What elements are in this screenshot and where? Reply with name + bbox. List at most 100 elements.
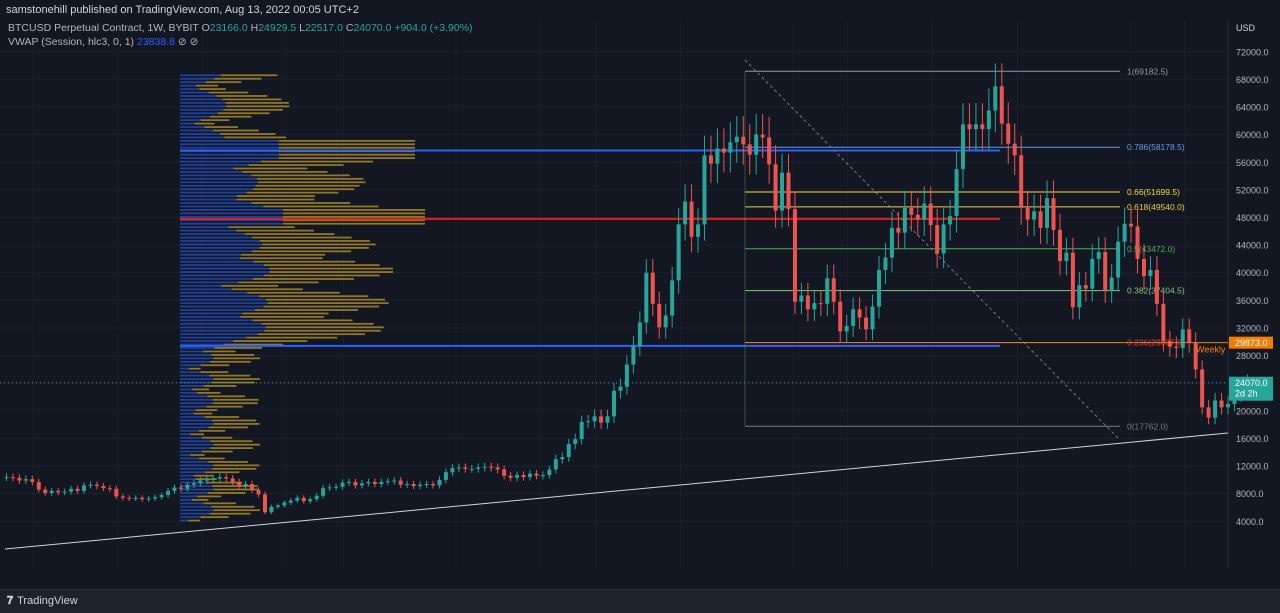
volume-profile-bar [180,498,192,501]
volume-profile-bar [180,509,214,512]
volume-profile-bar [191,498,209,501]
candle-body [1045,198,1050,228]
candle-body [1096,252,1101,259]
volume-profile-bar [257,177,364,180]
volume-profile-bar [180,385,204,387]
candle-body [573,439,578,444]
volume-profile-bar [180,302,268,305]
volume-profile-bar [180,236,253,239]
volume-profile-bar [251,202,351,204]
candle-body [708,155,713,164]
candle-body [1057,229,1062,262]
candle-body [1187,329,1192,343]
volume-profile-bar [228,226,295,229]
candle-body [1174,346,1179,348]
volume-profile-bar [180,391,198,394]
volume-profile-bar [180,177,258,180]
candle-body [69,488,74,492]
volume-profile-bar [223,108,283,111]
volume-profile-bar [263,305,380,308]
candle-body [482,466,487,468]
last-price-tag-text: 24070.0 [1235,378,1268,388]
volume-profile-bar [180,478,196,481]
candle-body [1070,252,1075,308]
candle-body [1116,241,1121,278]
candle-body [799,295,804,302]
volume-profile-bar [211,353,255,356]
volume-profile-bar [180,295,260,298]
volume-profile-bar [180,426,209,429]
volume-profile-bar [180,371,201,374]
volume-profile-bar [192,388,209,391]
candle-body [870,306,875,330]
volume-profile-bar [262,243,376,246]
volume-profile-bar [209,360,251,363]
volume-profile-bar [180,160,262,163]
volume-profile-bar [180,405,207,408]
candle-body [1161,303,1166,342]
volume-profile-bar [200,119,230,122]
tradingview-logo[interactable]: 𝟕 TradingView [7,595,78,608]
candle-body [114,488,119,497]
candle-body [17,477,22,481]
volume-profile-bar [180,271,270,273]
vwap-label: VWAP (Session, hlc3, 0, 1) [8,36,135,48]
volume-profile-bar [213,129,259,132]
volume-profile-bar [194,122,215,125]
price-chart[interactable]: 72000.0 68000.0 64000.0 60000.0 56000.0 52000… [0,20,1280,568]
volume-profile-bar [266,298,386,301]
volume-profile-bar [180,108,224,111]
candle-body [689,201,694,237]
volume-profile-bar [253,188,355,191]
y-tick-label: 72000.0 [1236,47,1269,57]
volume-profile-bar [282,212,425,215]
volume-profile-bar [180,481,207,484]
candle-body [560,457,565,460]
volume-profile-bar [261,160,373,163]
candle-body [935,225,940,254]
candle-body [172,487,177,491]
candle-body [644,272,649,323]
candle-body [844,325,849,332]
candle-body [211,478,216,480]
candle-body [818,303,823,305]
volume-profile-bar [278,146,415,149]
volume-profile-bar [180,309,255,311]
volume-profile-bar [198,457,225,460]
volume-profile-bar [264,329,381,332]
volume-profile-bar [180,367,189,370]
volume-profile-bar [180,471,205,474]
candle-body [618,386,623,391]
volume-profile-bar [190,433,204,436]
candle-body [146,498,151,500]
candle-body [838,301,843,332]
candle-body [780,172,785,211]
candle-body [999,86,1004,124]
publisher-bar: samstonehill published on TradingView.co… [0,0,1280,20]
volume-profile-bar [180,340,234,342]
vwap-legend-row: VWAP (Session, hlc3, 0, 1) 23838.8 ⊘ ⊘ [8,35,473,49]
candle-body [30,479,35,482]
volume-profile-bar [216,95,268,97]
volume-profile-bar [201,436,233,439]
candle-body [592,416,597,422]
candle-body [831,278,836,302]
volume-profile-bar [204,471,240,474]
candle-body [715,148,720,164]
candle-body [637,322,642,346]
volume-profile-bar [261,322,374,325]
candle-body [1200,369,1205,408]
fib-level-label: 0.66(51699.5) [1127,187,1180,197]
volume-profile-bar [180,381,212,384]
hide-icon[interactable]: ⊘ [177,36,187,48]
candle-body [553,459,558,470]
candle-body [1129,223,1134,227]
candle-body [967,124,972,130]
settings-icon[interactable]: ⊘ [189,36,199,48]
volume-profile-bar [180,429,199,432]
volume-profile-bar [240,253,326,256]
volume-profile-bar [210,447,253,449]
candle-body [82,485,87,491]
candle-body [250,484,255,491]
volume-profile-bar [180,81,206,84]
